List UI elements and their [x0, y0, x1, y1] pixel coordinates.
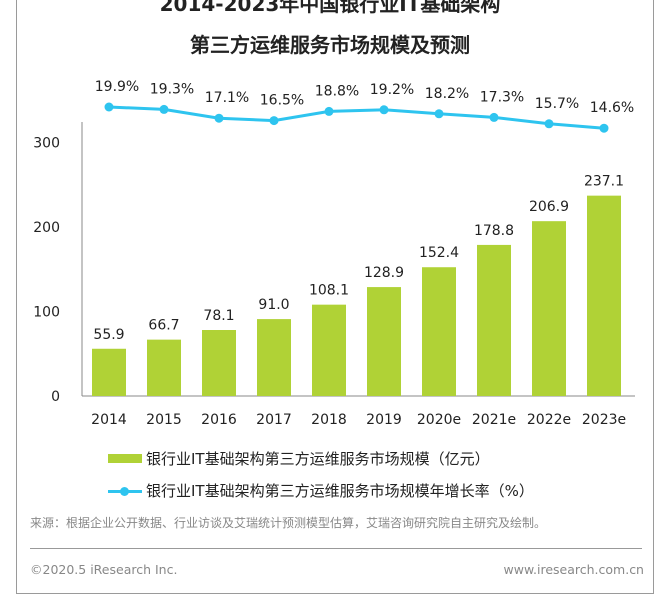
bar	[587, 195, 621, 396]
bar	[477, 244, 511, 396]
bar	[92, 348, 126, 396]
growth-value-label: 19.2%	[370, 82, 414, 98]
bar-value-label: 108.1	[309, 283, 349, 299]
growth-point	[214, 113, 224, 123]
bar-value-label: 206.9	[529, 199, 569, 215]
legend-bar-label: 银行业IT基础架构第三方运维服务市场规模（亿元）	[146, 450, 490, 468]
y-tick-label: 100	[33, 305, 60, 321]
bar	[147, 339, 181, 396]
chart-frame	[16, 0, 654, 594]
legend-line-label: 银行业IT基础架构第三方运维服务市场规模年增长率（%）	[146, 482, 534, 500]
website: www.iresearch.com.cn	[503, 562, 645, 577]
x-tick-label: 2015	[146, 412, 182, 428]
legend-item-line: 银行业IT基础架构第三方运维服务市场规模年增长率（%）	[108, 480, 534, 501]
x-tick-label: 2019	[366, 412, 402, 428]
legend-bar-swatch	[108, 454, 142, 463]
x-tick-label: 2021e	[472, 412, 516, 428]
x-tick-label: 2017	[256, 412, 292, 428]
bar	[532, 221, 566, 396]
footer-divider	[30, 548, 642, 549]
x-tick-label: 2018	[311, 412, 347, 428]
y-tick-label: 200	[33, 220, 60, 236]
bar	[257, 319, 291, 396]
bar-value-label: 128.9	[364, 265, 404, 281]
bar-value-label: 66.7	[148, 318, 179, 334]
chart-title-line1: 2014-2023年中国银行业IT基础架构	[159, 0, 501, 16]
x-tick-label: 2016	[201, 412, 237, 428]
x-tick-label: 2023e	[582, 412, 626, 428]
bar-value-label: 152.4	[419, 245, 459, 261]
bar-value-label: 91.0	[258, 297, 289, 313]
y-tick-label: 0	[51, 389, 60, 405]
bar	[367, 287, 401, 396]
growth-point	[269, 116, 279, 126]
bar-value-label: 237.1	[584, 174, 624, 190]
copyright: ©2020.5 iResearch Inc.	[30, 562, 178, 577]
growth-point	[489, 112, 499, 122]
bar	[312, 304, 346, 396]
growth-point	[379, 105, 389, 115]
x-tick-label: 2020e	[417, 412, 461, 428]
growth-value-label: 19.9%	[95, 79, 139, 95]
legend-item-bar: 银行业IT基础架构第三方运维服务市场规模（亿元）	[108, 448, 490, 469]
legend-line-swatch	[108, 484, 142, 498]
growth-point	[599, 123, 609, 133]
chart-title-line2: 第三方运维服务市场规模及预测	[190, 33, 470, 57]
growth-value-label: 19.3%	[150, 81, 194, 97]
growth-point	[104, 102, 114, 112]
growth-value-label: 14.6%	[590, 100, 634, 116]
bar	[202, 330, 236, 396]
growth-value-label: 17.3%	[480, 89, 524, 105]
growth-value-label: 17.1%	[205, 90, 249, 106]
growth-line	[108, 105, 605, 130]
bar-value-label: 55.9	[93, 327, 124, 343]
bar-value-label: 178.8	[474, 223, 514, 239]
x-tick-label: 2022e	[527, 412, 571, 428]
growth-value-label: 16.5%	[260, 93, 304, 109]
chart-plot: 0 100 200 300 55.9 2014 66.7 2015 78.1 2016 91.0 20…	[33, 79, 635, 428]
growth-value-label: 18.8%	[315, 83, 359, 99]
growth-point	[159, 104, 169, 114]
growth-value-label: 18.2%	[425, 86, 469, 102]
growth-value-label: 15.7%	[535, 96, 579, 112]
bar-value-label: 78.1	[203, 308, 234, 324]
growth-point	[544, 119, 554, 129]
y-tick-label: 300	[33, 136, 60, 152]
bar	[422, 267, 456, 396]
x-tick-label: 2014	[91, 412, 127, 428]
growth-point	[434, 109, 444, 119]
growth-point	[324, 106, 334, 116]
source-note: 来源：根据企业公开数据、行业访谈及艾瑞统计预测模型估算，艾瑞咨询研究院自主研究及…	[30, 516, 547, 530]
